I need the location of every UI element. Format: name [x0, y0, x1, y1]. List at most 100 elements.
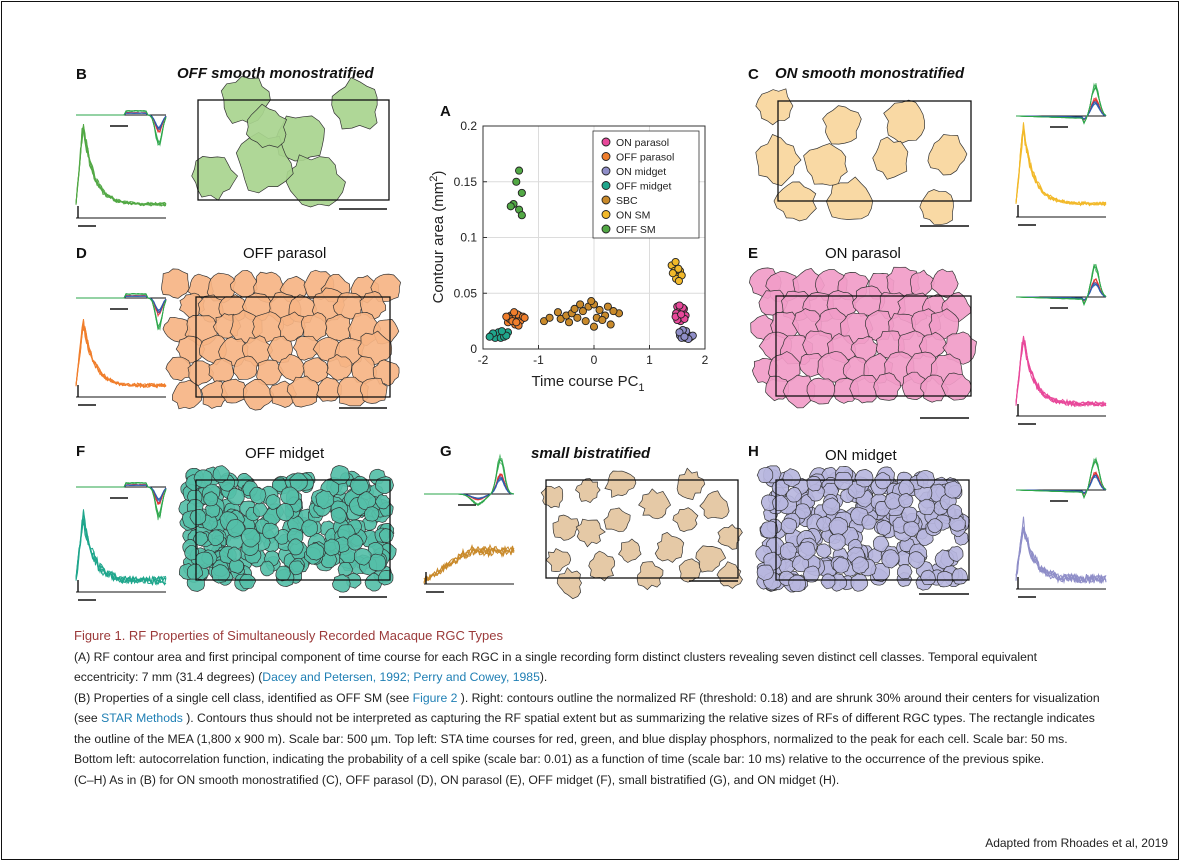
series-off-midget — [485, 327, 513, 342]
data-point — [573, 313, 582, 322]
rf-contour — [359, 291, 387, 320]
legend-entry: OFF midget — [616, 181, 672, 193]
traces-on-sm — [1015, 82, 1107, 226]
star-methods-link[interactable]: STAR Methods — [101, 711, 183, 725]
sta-trace — [76, 482, 167, 518]
acf-trace — [1015, 528, 1107, 584]
rf-contour — [910, 269, 935, 298]
legend-entry: ON midget — [616, 166, 666, 178]
figure-2-link[interactable]: Figure 2 — [412, 690, 458, 705]
acf-trace — [1015, 339, 1107, 408]
x-axis-label: Time course PC1 — [531, 373, 644, 394]
legend-box — [592, 130, 700, 239]
series-off-sm — [506, 166, 526, 220]
caption-para-a: (A) RF contour area and first principal … — [74, 647, 1104, 688]
y-tick-label: 0 — [470, 342, 477, 356]
rf-contour — [676, 467, 706, 501]
rf-contour — [203, 491, 219, 507]
rf-contour — [285, 154, 346, 208]
rf-contour — [901, 505, 918, 523]
scatter-chart: -2 -1 0 1 2 0 0.05 0.1 0.15 0.2 Time course PC1 Con… — [428, 119, 709, 394]
y-tick-label: 0.05 — [454, 286, 478, 300]
rf-contour — [678, 558, 702, 583]
series-on-midget — [675, 325, 697, 344]
caption-text: ). — [539, 670, 548, 684]
rf-contour — [803, 143, 848, 186]
x-tick-label: 2 — [702, 353, 709, 367]
rf-contour — [834, 471, 853, 490]
sta-trace — [76, 484, 167, 505]
legend-marker — [601, 210, 611, 219]
rf-contour — [179, 292, 205, 319]
data-point — [603, 302, 612, 311]
rf-contour — [242, 378, 274, 411]
rf-contour — [779, 542, 798, 560]
rf-contour — [820, 573, 836, 590]
mea-outline — [777, 100, 972, 202]
rf-contour — [618, 538, 642, 563]
rf-contour — [850, 573, 869, 592]
rf-contour — [948, 515, 966, 532]
panel-title-h: ON midget — [825, 447, 898, 464]
rf-contour — [337, 376, 369, 407]
panel-label-g: G — [440, 443, 452, 460]
mosaic-sbc — [540, 467, 743, 600]
sta-trace — [76, 293, 167, 329]
acf-trace — [1015, 337, 1107, 408]
data-point — [581, 317, 590, 326]
rf-contour — [756, 564, 775, 581]
traces-sbc — [423, 453, 515, 593]
rf-contour — [316, 376, 342, 402]
rf-contours — [540, 467, 743, 600]
rf-contour — [638, 488, 672, 520]
data-point — [517, 211, 526, 220]
rf-contour — [788, 574, 806, 592]
rf-contour — [654, 531, 685, 563]
data-point — [512, 318, 521, 327]
rf-contour — [165, 356, 191, 382]
rf-contour — [207, 529, 225, 547]
sta-trace — [1015, 457, 1107, 500]
rf-contour — [253, 502, 268, 517]
data-point — [576, 300, 585, 309]
rf-contour — [323, 538, 341, 557]
legend-entry: OFF parasol — [616, 152, 674, 164]
rf-contour — [332, 574, 351, 593]
data-point — [515, 166, 524, 175]
citation-link[interactable]: Dacey and Petersen, 1992; Perry and Cowe… — [262, 670, 540, 684]
series-on-sm — [667, 257, 686, 286]
series-on-parasol — [671, 301, 690, 326]
rf-contour — [353, 548, 372, 566]
legend-entry: SBC — [616, 195, 638, 207]
data-point — [497, 327, 506, 336]
rf-contour — [884, 492, 902, 510]
rf-contours — [749, 266, 977, 409]
rf-contour — [881, 549, 900, 569]
acf-trace — [75, 324, 167, 389]
sta-trace — [76, 112, 167, 133]
rf-contour — [695, 545, 727, 573]
acf-trace — [75, 130, 167, 207]
acf-trace — [75, 518, 167, 585]
mea-outline — [775, 479, 970, 581]
rf-contour — [228, 558, 244, 574]
panel-label-e: E — [748, 245, 758, 262]
rf-contour — [828, 516, 848, 536]
mea-outline — [775, 295, 972, 397]
rf-contour — [239, 573, 256, 590]
traces-off-midget — [75, 481, 167, 601]
panel-title-c: ON smooth monostratified — [775, 65, 965, 82]
rf-contour — [936, 571, 954, 588]
data-point — [609, 307, 618, 316]
rf-contour — [872, 136, 909, 180]
credit-line: Adapted from Rhoades et al, 2019 — [985, 836, 1168, 850]
rf-contours — [178, 465, 397, 593]
rf-contour — [575, 518, 606, 548]
series-sbc — [540, 297, 624, 331]
rf-contour — [301, 312, 328, 341]
rf-contour — [919, 189, 954, 226]
sta-trace — [76, 112, 167, 134]
data-point — [517, 188, 526, 197]
rf-contour — [806, 475, 822, 492]
